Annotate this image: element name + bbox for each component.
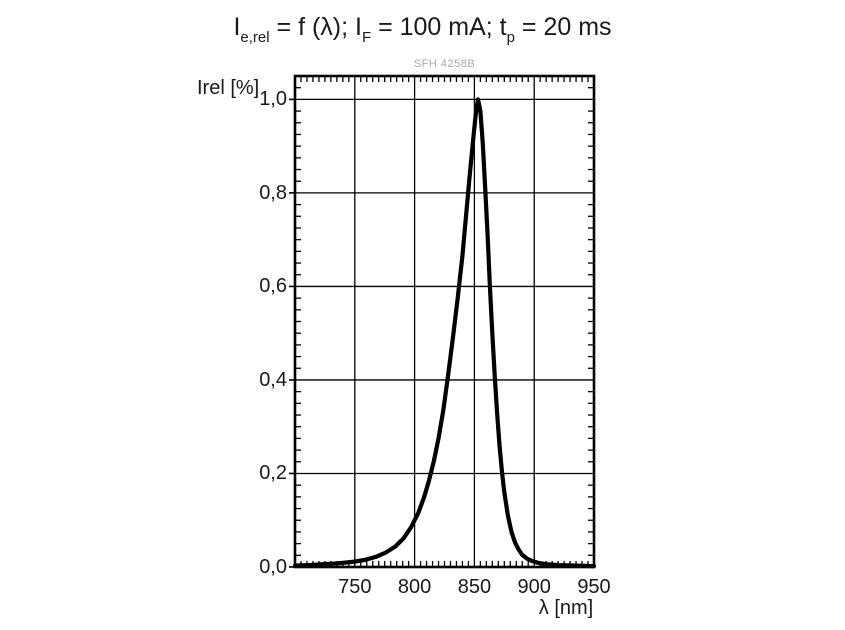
y-tick-label: 0,8	[259, 181, 287, 204]
spectral-emission-curve	[292, 97, 597, 569]
plot-frame	[293, 74, 596, 569]
x-axis-title: λ [nm]	[538, 597, 594, 619]
x-tick-label: 950	[577, 576, 611, 598]
title-text-3: = 20 ms	[514, 13, 612, 41]
title-subscript-erel: e,rel	[240, 29, 270, 46]
x-tick-label: 800	[397, 576, 432, 598]
y-axis-title: Irel [%]	[197, 77, 260, 99]
title-subscript-f: F	[361, 29, 372, 46]
title-text-2: = 100 mA; t	[371, 13, 507, 41]
y-tick-label: 1,0	[259, 88, 287, 111]
chart-title: Ie,rel = f (λ); IF = 100 mA; tp = 20 ms	[0, 13, 845, 46]
x-tick-label: 850	[457, 576, 492, 598]
y-tick-label: 0,6	[259, 275, 287, 298]
y-tick-label: 0,0	[259, 556, 287, 578]
y-tick-label: 0,4	[259, 368, 287, 391]
title-subscript-p: p	[506, 29, 515, 46]
part-number-watermark: SFH 4258B	[413, 58, 476, 70]
x-tick-label: 750	[338, 576, 372, 598]
title-symbol: I	[233, 13, 241, 41]
x-tick-label: 900	[517, 576, 551, 598]
y-tick-label: 0,2	[259, 462, 287, 485]
title-text-1: = f (λ); I	[269, 13, 362, 41]
